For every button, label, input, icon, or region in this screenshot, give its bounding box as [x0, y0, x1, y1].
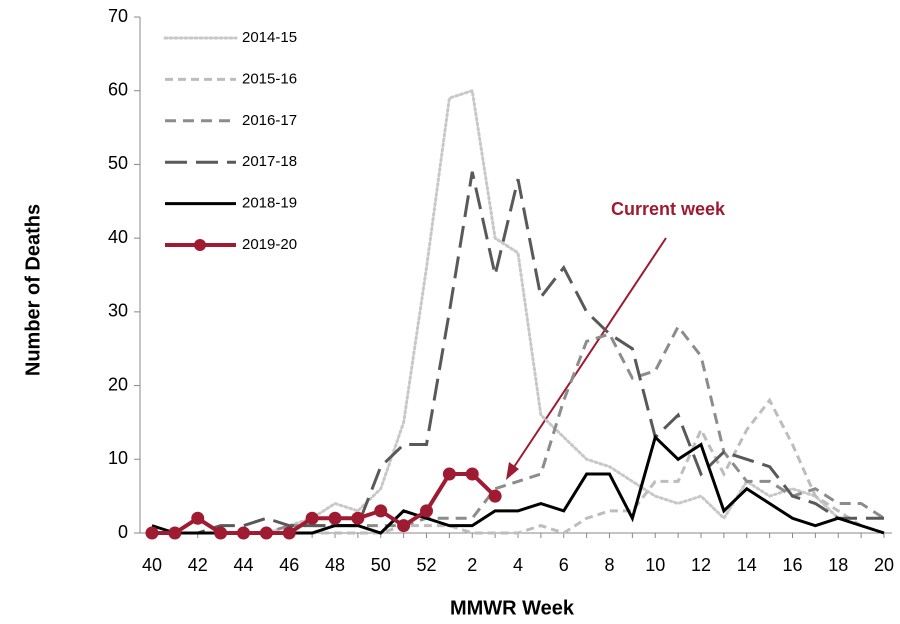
legend-label: 2016-17	[242, 112, 297, 129]
x-tick-label: 10	[645, 555, 665, 575]
x-tick-label: 8	[604, 555, 614, 575]
data-point	[397, 519, 411, 533]
data-point	[237, 526, 250, 540]
data-point	[145, 526, 159, 540]
x-tick-label: 18	[828, 555, 848, 575]
x-tick-label: 52	[416, 555, 436, 575]
x-tick-label: 42	[188, 555, 208, 575]
annotation-arrow	[511, 237, 667, 471]
data-point	[488, 489, 502, 503]
x-tick-label: 16	[782, 555, 802, 575]
legend-label: 2019-20	[242, 236, 297, 253]
legend-label: 2017-18	[242, 153, 297, 170]
data-point	[442, 467, 456, 481]
x-tick-label: 6	[559, 555, 569, 575]
x-tick-label: 48	[325, 555, 345, 575]
data-point	[328, 511, 342, 525]
data-point	[420, 504, 433, 518]
data-point	[351, 511, 365, 525]
data-point	[465, 467, 479, 481]
y-tick-label: 50	[108, 153, 128, 173]
y-tick-label: 70	[108, 6, 128, 26]
series-line	[152, 171, 884, 535]
data-point	[305, 511, 319, 525]
x-tick-label: 12	[691, 555, 711, 575]
y-tick-label: 10	[108, 448, 128, 468]
data-point	[259, 526, 273, 540]
x-axis-title: MMWR Week	[450, 597, 575, 619]
x-tick-label: 44	[233, 555, 253, 575]
x-tick-label: 46	[279, 555, 299, 575]
annotation: Current week	[611, 199, 726, 219]
series-line	[152, 323, 885, 535]
data-point	[282, 526, 296, 540]
series-line	[152, 472, 497, 535]
legend-label: 2018-19	[242, 195, 297, 212]
series-line	[152, 397, 885, 535]
y-tick-label: 60	[108, 79, 128, 99]
y-tick-label: 20	[108, 374, 128, 394]
data-point	[191, 511, 205, 525]
x-tick-label: 40	[142, 555, 162, 575]
x-tick-label: 4	[513, 555, 523, 575]
y-axis-title: Number of Deaths	[22, 204, 44, 376]
legend-marker	[194, 239, 206, 251]
x-tick-label: 50	[371, 555, 391, 575]
series-line	[150, 88, 886, 535]
legend-label: 2014-15	[242, 29, 297, 46]
legend-label: 2015-16	[242, 70, 297, 87]
x-tick-label: 2	[467, 555, 477, 575]
y-tick-label: 40	[108, 227, 128, 247]
arrow-head	[506, 462, 519, 480]
data-point	[374, 504, 388, 518]
x-tick-label: 14	[737, 555, 757, 575]
data-point	[168, 526, 182, 540]
x-tick-label: 20	[874, 555, 894, 575]
y-tick-label: 0	[118, 522, 128, 542]
y-tick-label: 30	[108, 301, 128, 321]
data-point	[214, 526, 228, 540]
